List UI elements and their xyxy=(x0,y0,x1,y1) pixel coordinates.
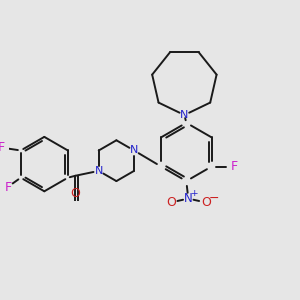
Text: −: − xyxy=(208,192,219,205)
Text: N: N xyxy=(130,146,138,155)
Text: N: N xyxy=(94,166,103,176)
Text: F: F xyxy=(0,141,5,154)
Text: N: N xyxy=(180,110,189,120)
Text: O: O xyxy=(70,187,80,200)
Text: F: F xyxy=(230,160,238,173)
Text: +: + xyxy=(190,189,197,198)
Text: N: N xyxy=(184,192,193,205)
Text: O: O xyxy=(201,196,211,209)
Text: O: O xyxy=(166,196,176,209)
Text: F: F xyxy=(4,181,12,194)
